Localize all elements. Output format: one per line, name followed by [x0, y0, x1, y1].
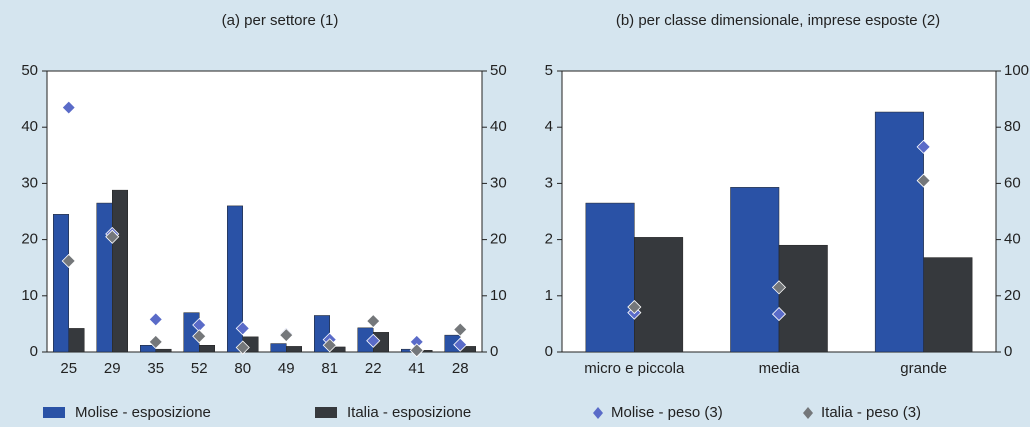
diamond-marker	[279, 328, 294, 343]
y2-tick-label: 40	[1004, 231, 1021, 248]
diamond-marker	[453, 337, 468, 352]
bar	[227, 205, 243, 353]
diamond-marker	[148, 312, 163, 327]
y2-tick-label: 30	[490, 174, 507, 191]
bar	[270, 343, 287, 353]
x-tick-label: 22	[365, 360, 382, 377]
diamond-marker	[771, 306, 787, 322]
bar	[68, 328, 85, 353]
bar	[778, 244, 828, 353]
bar	[585, 202, 635, 353]
legend-swatch	[43, 407, 65, 418]
y-tick-label: 30	[21, 174, 38, 191]
x-tick-label: 80	[234, 360, 251, 377]
y-tick-label: 10	[21, 287, 38, 304]
y2-tick-label: 20	[490, 231, 507, 248]
x-tick-label: media	[759, 360, 801, 377]
bar	[730, 187, 780, 353]
y2-tick-label: 40	[490, 118, 507, 135]
legend-label: Italia - peso (3)	[821, 404, 921, 421]
x-tick-label: 29	[104, 360, 121, 377]
diamond-marker	[148, 334, 163, 349]
bar	[112, 189, 128, 353]
bar	[923, 257, 973, 353]
bar	[286, 346, 302, 353]
diamond-marker	[105, 229, 120, 244]
x-tick-label: 52	[191, 360, 208, 377]
y2-tick-label: 0	[1004, 343, 1012, 360]
bar	[634, 237, 684, 353]
diamond-marker	[235, 340, 250, 355]
y2-tick-label: 80	[1004, 118, 1021, 135]
y2-tick-label: 100	[1004, 62, 1029, 79]
x-tick-label: 49	[278, 360, 295, 377]
diamond-marker	[916, 173, 931, 188]
legend-swatch	[593, 407, 603, 419]
legend-label: Molise - esposizione	[75, 404, 211, 421]
y2-tick-label: 60	[1004, 174, 1021, 191]
diamond-marker	[916, 139, 931, 154]
diamond-marker	[771, 280, 787, 295]
x-tick-label: 35	[147, 360, 164, 377]
x-tick-label: 28	[452, 360, 469, 377]
bar	[96, 202, 113, 353]
diamond-marker	[61, 100, 76, 115]
y-tick-label: 4	[545, 118, 553, 135]
bar	[53, 214, 69, 353]
y-tick-label: 20	[21, 231, 38, 248]
legend-label: Molise - peso (3)	[611, 404, 723, 421]
legend-swatch	[803, 407, 813, 419]
x-tick-label: 25	[60, 360, 77, 377]
diamond-marker	[235, 321, 250, 336]
y-tick-label: 2	[545, 231, 553, 248]
legend-swatch	[315, 407, 337, 418]
diamond-marker	[409, 343, 424, 358]
y-tick-label: 5	[545, 62, 553, 79]
y2-tick-label: 0	[490, 343, 498, 360]
legend-label: Italia - esposizione	[347, 404, 471, 421]
y-tick-label: 1	[545, 287, 553, 304]
y2-tick-label: 50	[490, 62, 507, 79]
diamond-marker	[61, 253, 76, 269]
chart-title: (a) per settore (1)	[222, 12, 339, 29]
diamond-marker	[453, 322, 468, 337]
y-tick-label: 0	[30, 343, 38, 360]
x-tick-label: 81	[321, 360, 338, 377]
bar	[874, 111, 924, 353]
diamond-marker	[627, 299, 642, 315]
x-tick-label: micro e piccola	[584, 360, 685, 377]
y2-tick-label: 10	[490, 287, 507, 304]
y-tick-label: 50	[21, 62, 38, 79]
diamond-marker	[366, 333, 381, 348]
diamond-marker	[192, 329, 207, 344]
y-tick-label: 0	[545, 343, 553, 360]
bar	[155, 348, 172, 353]
chart-title: (b) per classe dimensionale, imprese esp…	[616, 12, 940, 29]
diamond-marker	[322, 338, 337, 353]
x-tick-label: 41	[408, 360, 425, 377]
y2-tick-label: 20	[1004, 287, 1021, 304]
bar	[199, 345, 215, 353]
y-tick-label: 40	[21, 118, 38, 135]
x-tick-label: grande	[900, 360, 947, 377]
y-tick-label: 3	[545, 174, 553, 191]
diamond-marker	[366, 314, 381, 329]
